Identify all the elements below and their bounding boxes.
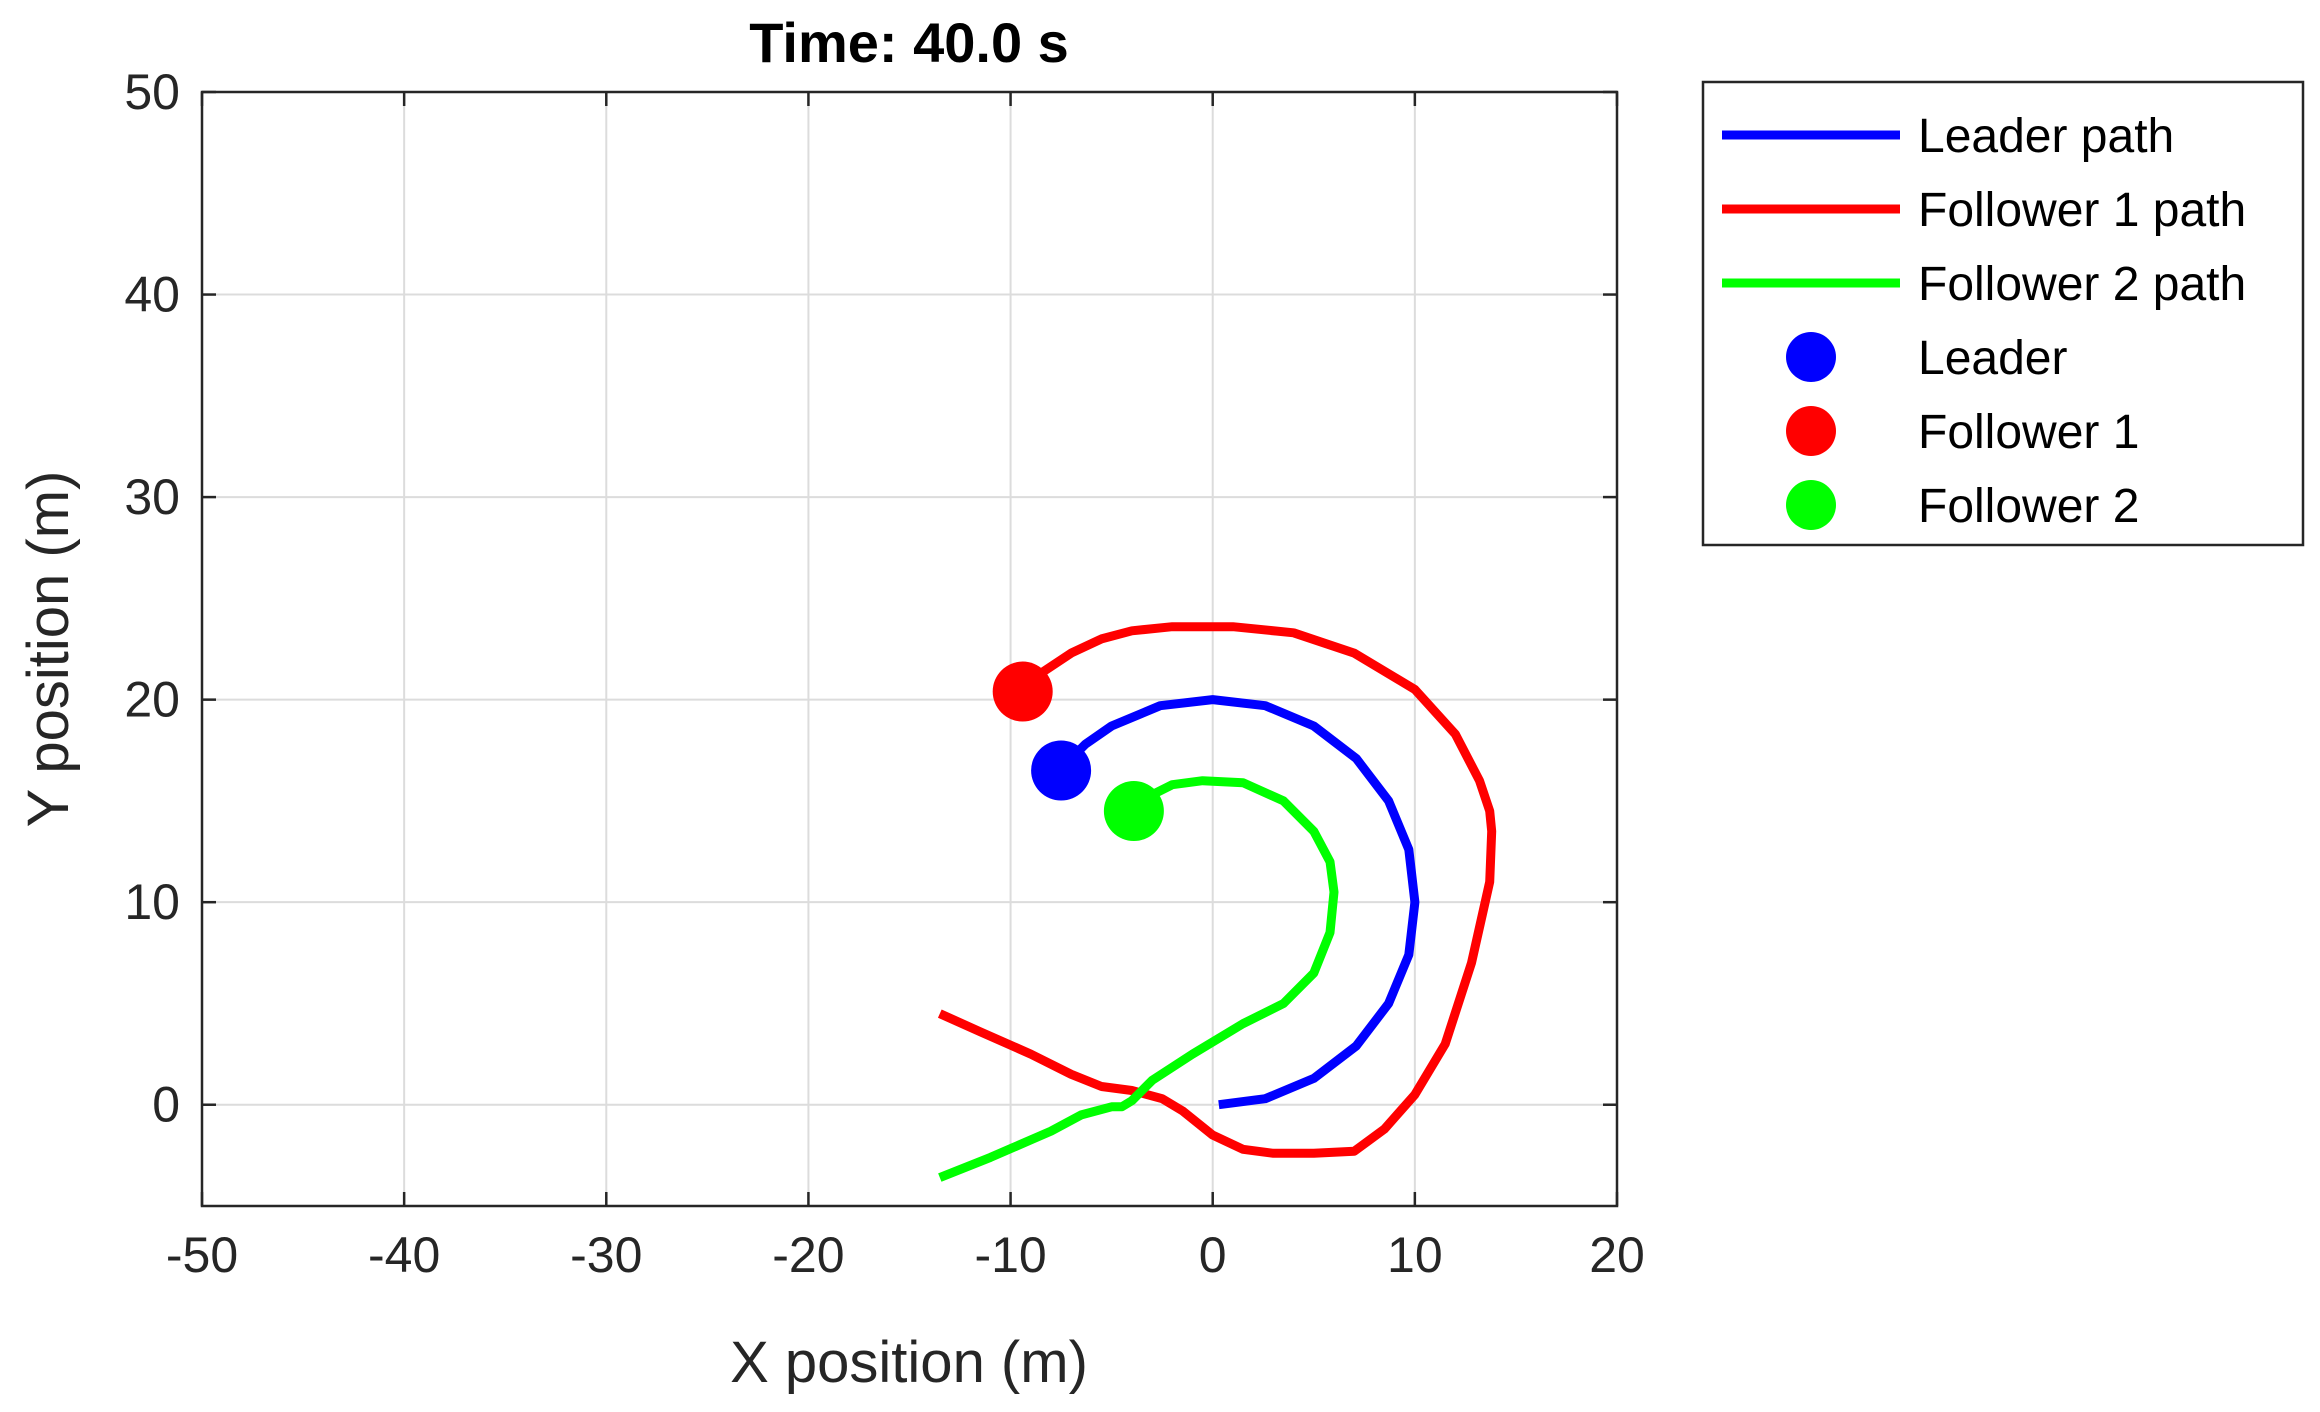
series-line-1 bbox=[1055, 695, 1420, 1110]
plot-area-frame bbox=[200, 90, 1619, 1208]
legend-label: Follower 2 path bbox=[1918, 258, 2246, 311]
legend-swatch-marker-3 bbox=[1786, 480, 1836, 530]
legend-box bbox=[1701, 80, 2305, 547]
series-line-3 bbox=[938, 776, 1339, 1182]
series-layer bbox=[937, 622, 1497, 1182]
x-tick-label: -20 bbox=[772, 1227, 844, 1283]
legend-swatch-marker-2 bbox=[1786, 406, 1836, 456]
x-tick-label: -10 bbox=[974, 1227, 1046, 1283]
y-tick-label: 10 bbox=[124, 874, 180, 930]
y-axis-label: Y position (m) bbox=[16, 471, 81, 828]
y-tick-label: 30 bbox=[124, 469, 180, 525]
x-axis-label: X position (m) bbox=[730, 1330, 1088, 1395]
marker-1 bbox=[1031, 740, 1092, 801]
legend-label: Follower 1 bbox=[1918, 406, 2139, 459]
marker-layer bbox=[992, 661, 1164, 842]
y-tick-label: 40 bbox=[124, 267, 180, 323]
x-tick-label: 20 bbox=[1589, 1227, 1645, 1283]
y-axis-ticks: 0 10 20 30 40 50 bbox=[124, 64, 1617, 1133]
x-tick-label: -40 bbox=[368, 1227, 440, 1283]
legend-label: Follower 1 path bbox=[1918, 184, 2246, 237]
legend-swatch-marker-1 bbox=[1786, 332, 1836, 382]
x-tick-label: 0 bbox=[1199, 1227, 1227, 1283]
y-tick-label: 20 bbox=[124, 672, 180, 728]
x-tick-label: -50 bbox=[166, 1227, 238, 1283]
marker-2 bbox=[992, 661, 1053, 722]
chart-title: Time: 40.0 s bbox=[749, 11, 1069, 74]
marker-3 bbox=[1103, 781, 1164, 842]
x-tick-label: -30 bbox=[570, 1227, 642, 1283]
y-tick-label: 50 bbox=[124, 64, 180, 120]
y-tick-label: 0 bbox=[152, 1077, 180, 1133]
legend: Leader path Follower 1 path Follower 2 pat… bbox=[1701, 80, 2305, 547]
legend-label: Follower 2 bbox=[1918, 480, 2139, 533]
legend-label: Leader bbox=[1918, 332, 2067, 385]
legend-label: Leader path bbox=[1918, 110, 2174, 163]
x-tick-label: 10 bbox=[1387, 1227, 1443, 1283]
x-axis-ticks: -50 -40 -30 -20 -10 0 10 20 bbox=[166, 92, 1645, 1283]
